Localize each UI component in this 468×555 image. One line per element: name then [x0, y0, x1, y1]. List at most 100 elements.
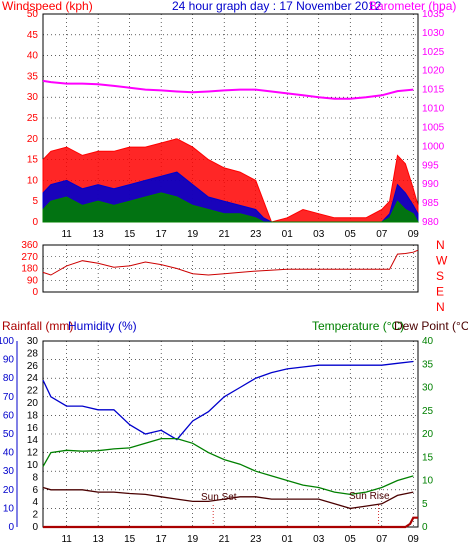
compass-label: W [436, 254, 448, 268]
rainfall-y-tick-label: 14 [27, 435, 39, 446]
x-tick-label: 11 [61, 229, 72, 240]
rainfall-y-tick-label: 16 [27, 423, 39, 434]
temperature-y-tick-label: 35 [422, 359, 434, 370]
direction-y-tick-label: 0 [32, 287, 38, 298]
wind-y-tick-label: 10 [27, 175, 39, 186]
sunset-label: Sun Set [201, 492, 237, 503]
x-tick-label: 03 [313, 534, 325, 545]
rainfall-y-tick-label: 30 [27, 336, 39, 347]
wind-y-tick-label: 40 [27, 51, 39, 62]
x-tick-label: 15 [124, 229, 136, 240]
x-tick-label: 19 [187, 534, 199, 545]
x-tick-label: 07 [376, 534, 388, 545]
wind-y-tick-label: 5 [32, 196, 38, 207]
x-tick-label: 21 [219, 229, 231, 240]
barometer-y-tick-label: 1005 [422, 122, 445, 133]
compass-label: S [436, 269, 444, 283]
rainfall-axis-label: Rainfall (mm) [2, 319, 73, 333]
x-tick-label: 05 [345, 229, 357, 240]
wind-y-tick-label: 30 [27, 92, 39, 103]
wind-direction-line [42, 249, 419, 276]
rainfall-line [43, 516, 418, 529]
rainfall-y-tick-label: 0 [32, 522, 38, 533]
temperature-line [42, 437, 414, 496]
x-tick-label: 23 [250, 534, 262, 545]
rainfall-y-tick-label: 20 [27, 398, 39, 409]
wind-y-tick-label: 20 [27, 134, 39, 145]
rainfall-y-tick-label: 6 [32, 485, 38, 496]
barometer-y-tick-label: 1015 [422, 85, 445, 96]
x-tick-label: 05 [345, 534, 357, 545]
rainfall-y-tick-label: 18 [27, 410, 39, 421]
x-tick-label: 15 [124, 534, 136, 545]
direction-y-tick-label: 90 [27, 275, 39, 286]
x-tick-label: 03 [313, 229, 325, 240]
humidity-y-tick-label: 10 [3, 503, 15, 514]
x-tick-label: 01 [282, 534, 294, 545]
barometer-line [42, 79, 414, 100]
wind-y-tick-label: 50 [27, 9, 39, 20]
temperature-y-tick-label: 10 [422, 476, 434, 487]
barometer-y-tick-label: 990 [422, 179, 439, 190]
humidity-axis-label: Humidity (%) [68, 319, 137, 333]
humidity-y-tick-label: 80 [3, 373, 15, 384]
wind-y-tick-label: 35 [27, 71, 39, 82]
x-tick-label: 11 [61, 534, 72, 545]
rainfall-y-tick-label: 26 [27, 361, 39, 372]
wind-y-tick-label: 25 [27, 113, 39, 124]
x-tick-label: 17 [156, 229, 168, 240]
wind-min-area [42, 192, 419, 223]
barometer-y-tick-label: 1035 [422, 9, 445, 20]
temperature-y-tick-label: 20 [422, 429, 434, 440]
compass-label: N [436, 300, 445, 314]
wind-panel: 0510152025303540455098098599099510001005… [27, 9, 445, 240]
humidity-y-tick-label: 70 [3, 392, 15, 403]
wind-y-tick-label: 0 [32, 217, 38, 228]
x-tick-label: 13 [93, 534, 105, 545]
temperature-y-tick-label: 25 [422, 406, 434, 417]
humidity-y-tick-label: 40 [3, 448, 15, 459]
rainfall-y-tick-label: 2 [32, 510, 38, 521]
humidity-line [42, 360, 414, 441]
wind-y-tick-label: 15 [27, 155, 39, 166]
barometer-y-tick-label: 1025 [422, 47, 445, 58]
humidity-y-tick-label: 90 [3, 355, 15, 366]
humidity-y-tick-label: 20 [3, 485, 15, 496]
x-tick-label: 23 [250, 229, 262, 240]
rainfall-y-tick-label: 8 [32, 472, 38, 483]
barometer-y-tick-label: 995 [422, 160, 439, 171]
humidity-y-tick-label: 30 [3, 466, 15, 477]
barometer-axis-label: Barometer (hpa) [369, 0, 456, 13]
direction-y-tick-label: 270 [21, 252, 38, 263]
temperature-axis-label: Temperature (°C) [312, 319, 404, 333]
direction-y-tick-label: 180 [21, 264, 38, 275]
direction-y-tick-label: 360 [21, 240, 38, 251]
compass-label: N [436, 238, 445, 252]
x-tick-label: 01 [282, 229, 294, 240]
rainfall-y-tick-label: 24 [27, 373, 39, 384]
barometer-y-tick-label: 980 [422, 217, 439, 228]
rainfall-y-tick-label: 28 [27, 348, 39, 359]
x-tick-label: 07 [376, 229, 388, 240]
wind-y-tick-label: 45 [27, 30, 39, 41]
x-tick-label: 13 [93, 229, 105, 240]
temperature-y-tick-label: 40 [422, 336, 434, 347]
sunrise-label: Sun Rise [349, 491, 390, 502]
rainfall-y-tick-label: 12 [27, 448, 39, 459]
x-tick-label: 09 [408, 229, 420, 240]
x-tick-label: 19 [187, 229, 199, 240]
dewpoint-line [42, 486, 414, 510]
chart-title: 24 hour graph day : 17 November 2012 [172, 0, 382, 13]
barometer-y-tick-label: 1030 [422, 28, 445, 39]
dewpoint-axis-label: Dew Point (°C) [394, 319, 468, 333]
x-tick-label: 21 [219, 534, 231, 545]
barometer-y-tick-label: 1010 [422, 104, 445, 115]
humidity-y-tick-label: 0 [8, 522, 14, 533]
rainfall-y-tick-label: 4 [32, 497, 38, 508]
temperature-y-tick-label: 5 [422, 499, 428, 510]
barometer-y-tick-label: 1000 [422, 141, 445, 152]
temperature-y-tick-label: 0 [422, 522, 428, 533]
humidity-temperature-panel: 0102030405060708090100024681012141618202… [0, 336, 434, 545]
